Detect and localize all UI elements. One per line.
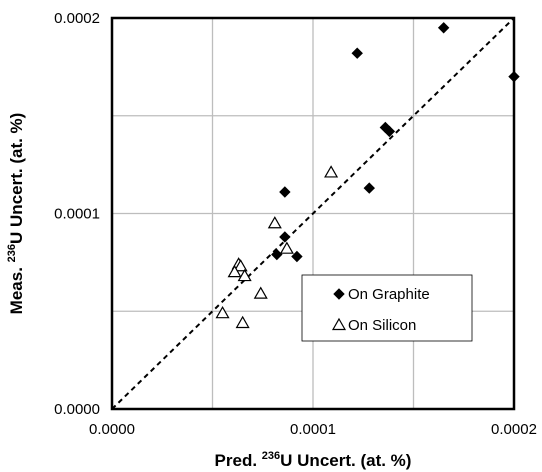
graphite-point [291, 250, 303, 263]
legend-marker [333, 288, 345, 300]
graphite-point [437, 22, 450, 34]
axis-title-prefix: Meas. [7, 262, 26, 314]
graphite-point [279, 186, 291, 198]
silicon-point [237, 268, 252, 282]
axis-title-superscript: 236 [6, 244, 18, 262]
graphite-point [383, 125, 396, 138]
silicon-point [233, 259, 248, 272]
axis-title-prefix: Pred. [215, 451, 262, 470]
silicon-point [253, 286, 268, 299]
x-axis-title: Pred. 236U Uncert. (at. %) [215, 450, 412, 470]
silicon-point [324, 165, 339, 178]
axis-title-superscript: 236 [262, 450, 280, 462]
legend-label: On Silicon [348, 317, 416, 334]
silicon-point [279, 241, 294, 254]
data-points [215, 22, 520, 329]
silicon-point [215, 305, 230, 319]
y-tick-label: 0.0002 [54, 10, 100, 27]
graphite-point [271, 248, 283, 261]
silicon-point [235, 315, 250, 329]
reference-line-group [111, 17, 515, 410]
silicon-point [267, 216, 282, 229]
series-silicon [215, 165, 339, 329]
y-tick-labels: 0.0000 0.0001 0.0002 [54, 10, 100, 418]
x-tick-label: 0.0001 [290, 421, 336, 438]
graphite-point [351, 47, 363, 59]
graphite-point [363, 182, 375, 194]
series-graphite [271, 22, 520, 263]
graphite-point [279, 231, 291, 243]
legend: On Graphite On Silicon [301, 274, 473, 342]
y-tick-label: 0.0000 [54, 401, 100, 418]
x-tick-labels: 0.0000 0.0001 0.0002 [89, 421, 537, 438]
plot-frame [110, 16, 516, 411]
y-axis-title: Meas. 236U Uncert. (at. %) [6, 113, 26, 315]
x-tick-label: 0.0002 [491, 421, 537, 438]
axis-title-suffix: U Uncert. (at. %) [7, 113, 26, 244]
axis-title-suffix: U Uncert. (at. %) [280, 451, 411, 470]
silicon-point [227, 264, 242, 278]
x-tick-label: 0.0000 [89, 421, 135, 438]
y-tick-label: 0.0001 [54, 206, 100, 223]
legend-marker [331, 317, 347, 331]
graphite-point [508, 70, 520, 83]
legend-box [301, 274, 473, 342]
legend-label: On Graphite [348, 286, 430, 303]
reference-line [111, 17, 515, 410]
